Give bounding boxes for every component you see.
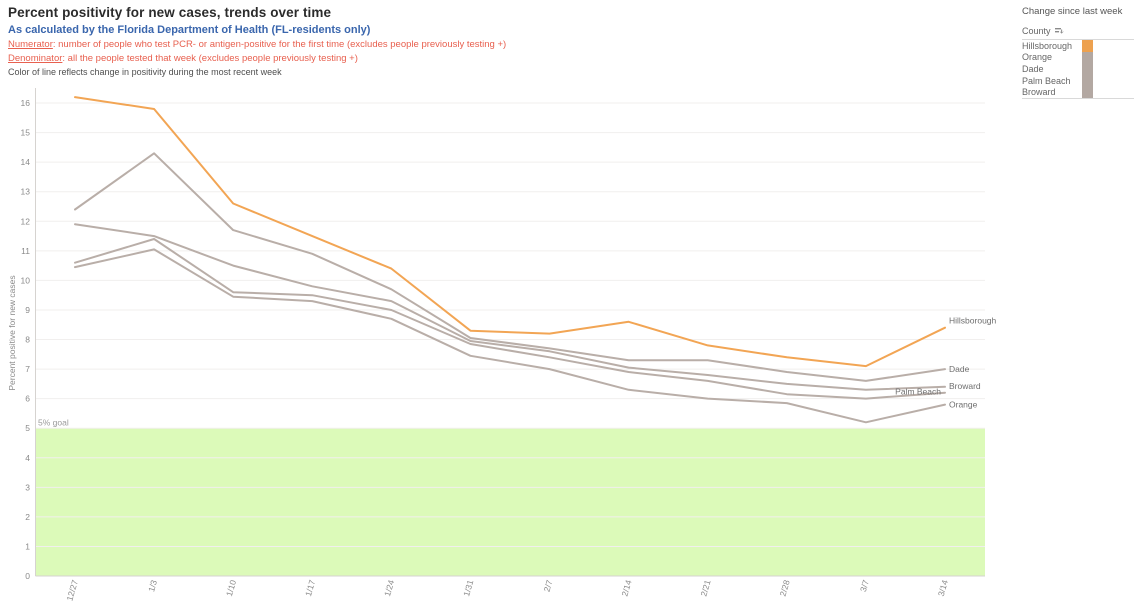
y-tick-label: 10 <box>21 275 31 285</box>
legend-row-palm-beach[interactable]: Palm Beach <box>1022 74 1136 87</box>
x-tick-label: 3/7 <box>858 579 871 593</box>
legend-color-swatch <box>1082 51 1093 64</box>
y-tick-label: 16 <box>21 98 31 108</box>
legend-row-label: Orange <box>1022 52 1053 63</box>
line-orange[interactable] <box>74 248 946 424</box>
sort-icon[interactable] <box>1054 27 1064 36</box>
legend-row-hillsborough[interactable]: Hillsborough <box>1022 40 1136 52</box>
x-tick-label: 12/27 <box>64 579 80 602</box>
goal-band-label: 5% goal <box>38 418 69 428</box>
y-tick-label: 12 <box>21 216 31 226</box>
x-tick-label: 1/24 <box>382 579 396 598</box>
legend-row-label: Broward <box>1022 87 1056 98</box>
color-note: Color of line reflects change in positiv… <box>8 67 282 77</box>
line-palm-beach[interactable] <box>74 238 946 400</box>
y-tick-label: 13 <box>21 187 31 197</box>
line-dade[interactable] <box>74 152 946 382</box>
y-tick-label: 1 <box>25 541 30 551</box>
series-label-palm-beach: Palm Beach <box>895 387 941 397</box>
legend-row-label: Hillsborough <box>1022 40 1073 51</box>
numerator-label: Numerator <box>8 39 53 50</box>
x-tick-label: 1/10 <box>224 579 238 598</box>
legend-color-swatch <box>1082 40 1093 52</box>
x-tick-label: 1/31 <box>461 579 475 598</box>
y-tick-label: 6 <box>25 394 30 404</box>
series-label-broward: Broward <box>949 381 981 391</box>
legend-row-dade[interactable]: Dade <box>1022 63 1136 75</box>
legend-color-swatch <box>1082 63 1093 75</box>
x-tick-label: 2/21 <box>698 579 712 598</box>
chart-header: Percent positivity for new cases, trends… <box>8 5 708 77</box>
legend-column-header[interactable]: County <box>1022 26 1136 39</box>
x-tick-label: 2/14 <box>619 579 633 598</box>
legend-color-swatch <box>1082 86 1093 98</box>
numerator-text: : number of people who test PCR- or anti… <box>52 39 507 50</box>
x-tick-label: 1/17 <box>303 579 317 598</box>
y-tick-label: 4 <box>25 453 30 463</box>
denominator-label: Denominator <box>8 53 63 64</box>
y-tick-label: 5 <box>25 423 30 433</box>
legend-column-label: County <box>1022 26 1051 36</box>
series-label-hillsborough: Hillsborough <box>949 316 997 326</box>
y-axis-title: Percent positive for new cases <box>7 275 17 390</box>
legend-row-broward[interactable]: Broward <box>1022 86 1136 98</box>
legend-title: Change since last week <box>1022 6 1123 17</box>
y-tick-label: 15 <box>21 128 31 138</box>
series-label-orange: Orange <box>949 400 978 410</box>
x-tick-label: 3/14 <box>936 579 950 598</box>
y-tick-label: 8 <box>25 335 30 345</box>
y-tick-label: 7 <box>25 364 30 374</box>
line-broward[interactable] <box>74 223 946 391</box>
page-title: Percent positivity for new cases, trends… <box>8 5 332 20</box>
legend-divider-bottom <box>1022 97 1134 99</box>
y-tick-label: 3 <box>25 482 30 492</box>
x-tick-label: 2/28 <box>778 579 792 598</box>
chart-subtitle: As calculated by the Florida Department … <box>8 24 371 36</box>
numerator-note: Numerator: number of people who test PCR… <box>8 39 708 50</box>
line-hillsborough[interactable] <box>74 96 946 368</box>
legend-divider-top <box>1022 39 1134 40</box>
y-tick-label: 14 <box>21 157 31 167</box>
legend-color-swatch <box>1082 74 1093 87</box>
y-tick-label: 2 <box>25 512 30 522</box>
legend-rows: Hillsborough Orange Dade Palm Beach Broward <box>1022 40 1136 98</box>
goal-band <box>36 428 985 576</box>
legend-change-since-last-week: Change since last week County Hillsborou… <box>1022 6 1136 99</box>
series-label-dade: Dade <box>949 364 970 374</box>
denominator-note: Denominator: all the people tested that … <box>8 53 708 64</box>
x-tick-label: 2/7 <box>542 579 555 593</box>
legend-row-label: Dade <box>1022 63 1044 74</box>
denominator-text: : all the people tested that week (exclu… <box>62 53 358 64</box>
x-tick-label: 1/3 <box>146 579 159 593</box>
legend-row-label: Palm Beach <box>1022 75 1071 86</box>
legend-row-orange[interactable]: Orange <box>1022 51 1136 64</box>
y-tick-label: 0 <box>25 571 30 581</box>
y-tick-label: 11 <box>21 246 30 256</box>
y-tick-label: 9 <box>25 305 30 315</box>
